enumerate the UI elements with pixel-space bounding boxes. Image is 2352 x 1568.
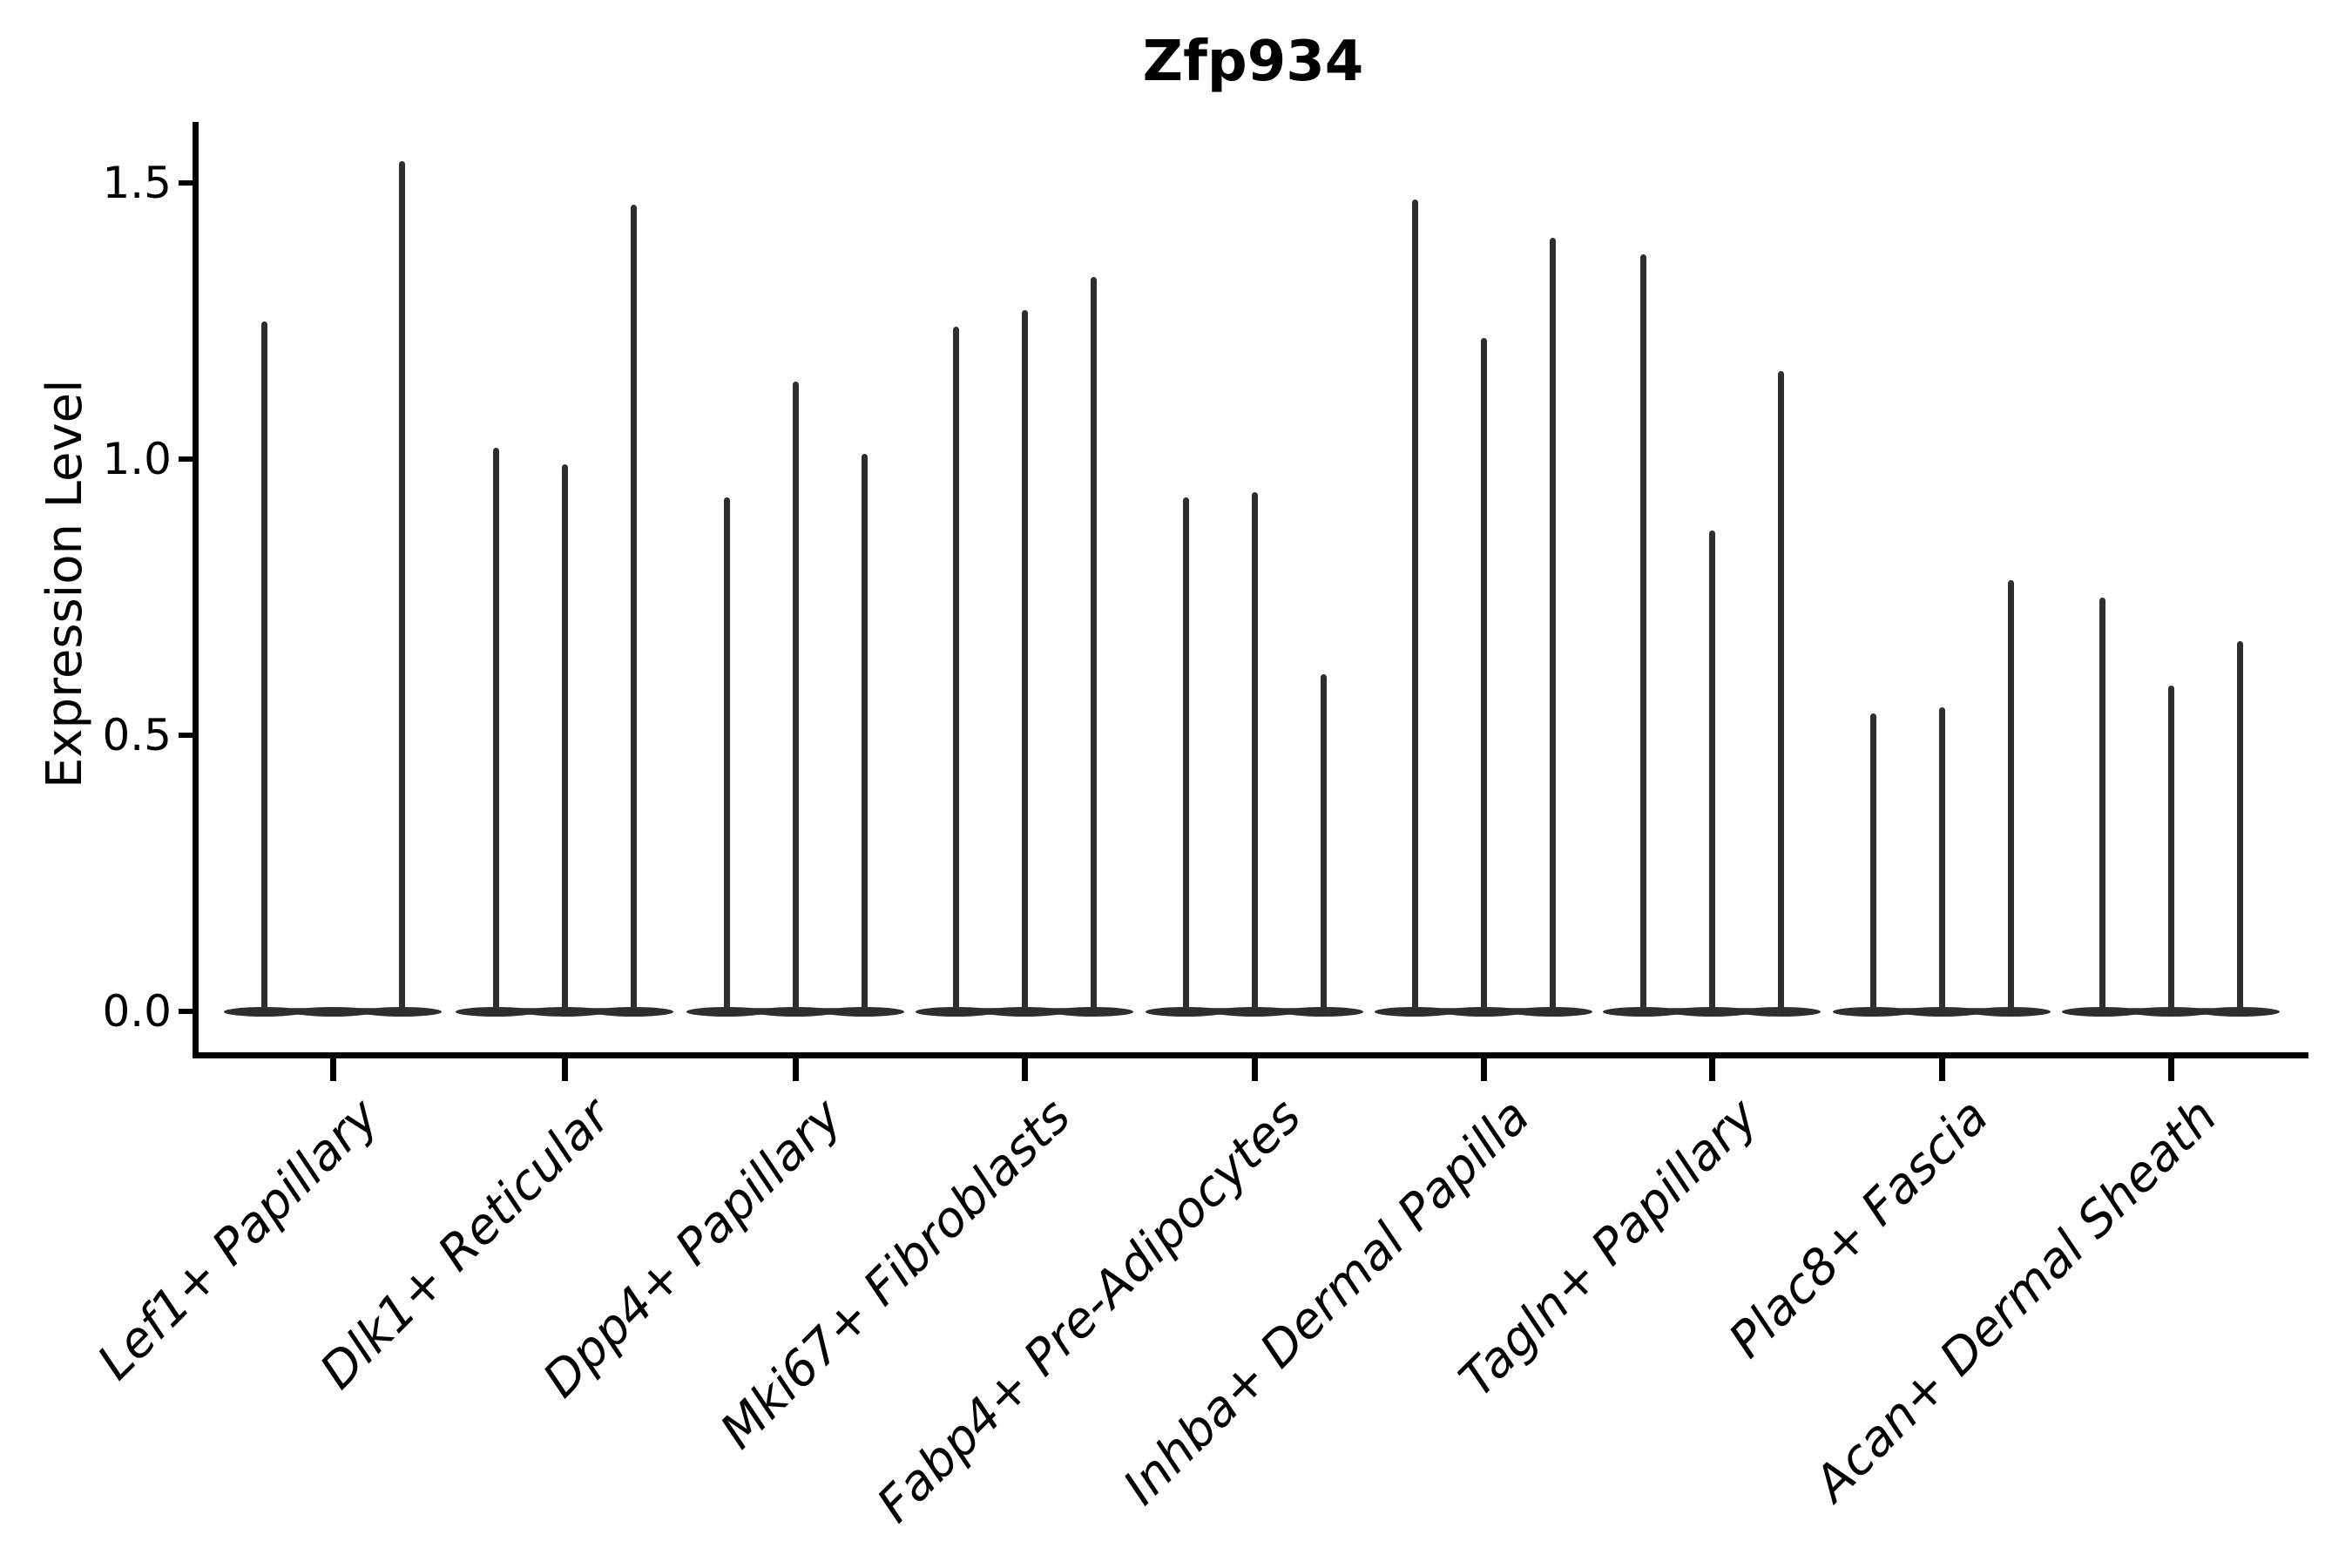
- violin-spike: [723, 497, 730, 1015]
- violin-base: [293, 1006, 373, 1017]
- violin-spike: [2236, 641, 2243, 1015]
- x-tick: [1708, 1058, 1715, 1081]
- violin-spike: [2167, 685, 2174, 1015]
- x-tick: [561, 1058, 568, 1081]
- x-tick: [792, 1058, 799, 1081]
- y-tick: [179, 733, 193, 738]
- violin-spike: [492, 448, 499, 1015]
- violin-spike: [1411, 199, 1418, 1015]
- violin-spike: [561, 464, 568, 1015]
- x-tick: [1480, 1058, 1487, 1081]
- x-tick: [1251, 1058, 1258, 1081]
- violin-spike: [1182, 497, 1189, 1015]
- violin-spike: [260, 321, 267, 1015]
- y-tick-label: 0.5: [102, 710, 172, 760]
- violin-spike: [2007, 580, 2014, 1015]
- violin-spike: [1777, 370, 1784, 1015]
- x-tick: [2167, 1058, 2174, 1081]
- x-tick: [329, 1058, 336, 1081]
- violin-spike: [1549, 238, 1556, 1015]
- violin-spike: [1251, 492, 1258, 1015]
- violin-spike: [1480, 337, 1487, 1015]
- violin-spike: [1708, 531, 1715, 1015]
- y-tick-label: 0.0: [102, 986, 172, 1037]
- violin-spike: [792, 382, 799, 1015]
- y-tick: [179, 1009, 193, 1014]
- violin-spike: [861, 453, 868, 1015]
- y-tick-label: 1.0: [102, 434, 172, 484]
- y-tick: [179, 456, 193, 462]
- y-axis-spine: [193, 122, 199, 1058]
- x-tick-label: Fabp4+ Pre-Adipocytes: [866, 1088, 1312, 1534]
- violin-spike: [952, 326, 959, 1015]
- violin-spike: [1021, 309, 1028, 1015]
- violin-spike: [1090, 276, 1097, 1015]
- x-tick-label: Acan+ Dermal Sheath: [1803, 1088, 2228, 1512]
- violin-spike: [2099, 597, 2105, 1015]
- violin-spike: [398, 160, 405, 1015]
- x-tick-label: Inhba+ Dermal Papilla: [1112, 1088, 1541, 1517]
- x-tick: [1021, 1058, 1028, 1081]
- violin-spike: [630, 205, 637, 1015]
- violin-spike: [1320, 674, 1327, 1015]
- violin-spike: [1938, 707, 1945, 1015]
- y-tick: [179, 180, 193, 186]
- x-axis-spine: [193, 1052, 2308, 1058]
- violin-spike: [1639, 254, 1646, 1015]
- x-tick: [1938, 1058, 1945, 1081]
- chart-title: Zfp934: [1142, 30, 1364, 94]
- violin-spike: [1869, 713, 1876, 1015]
- y-tick-label: 1.5: [102, 158, 172, 208]
